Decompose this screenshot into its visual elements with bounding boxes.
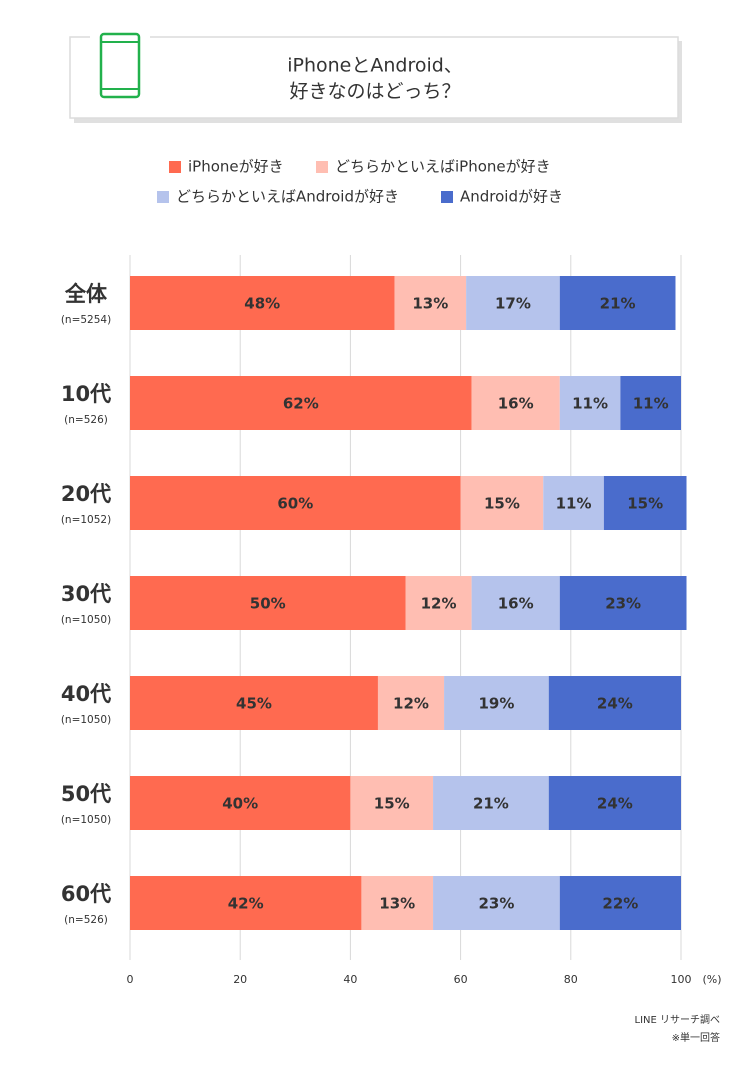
category-note: (n=1052) bbox=[61, 514, 111, 526]
bar-segment bbox=[603, 476, 687, 530]
category-label: 全体 bbox=[64, 282, 108, 306]
value-label: 48% bbox=[244, 295, 280, 313]
legend-swatch bbox=[316, 161, 328, 173]
legend-swatch bbox=[441, 191, 453, 203]
bar-segment bbox=[444, 676, 549, 730]
value-label: 42% bbox=[228, 895, 264, 913]
category-label: 50代 bbox=[61, 782, 111, 806]
value-label: 12% bbox=[421, 595, 457, 613]
bar-segment bbox=[471, 376, 560, 430]
bar-segment bbox=[130, 776, 351, 830]
category-label: 60代 bbox=[61, 882, 111, 906]
value-label: 11% bbox=[572, 395, 608, 413]
bar-segment bbox=[130, 276, 395, 330]
value-label: 16% bbox=[498, 395, 534, 413]
bar-segment bbox=[350, 776, 434, 830]
bar-segment bbox=[361, 876, 434, 930]
category-note: (n=1050) bbox=[61, 814, 111, 826]
bar-segment bbox=[559, 276, 676, 330]
bar-segment bbox=[377, 676, 445, 730]
source: LINE リサーチ調べ bbox=[635, 1013, 721, 1026]
value-label: 45% bbox=[236, 695, 272, 713]
value-label: 50% bbox=[250, 595, 286, 613]
category-note: (n=526) bbox=[64, 414, 108, 426]
chart-title: iPhoneとAndroid、 bbox=[287, 55, 463, 77]
value-label: 12% bbox=[393, 695, 429, 713]
chart-title: 好きなのはどっち？ bbox=[289, 81, 460, 103]
category-note: (n=1050) bbox=[61, 714, 111, 726]
value-label: 19% bbox=[478, 695, 514, 713]
legend-swatch bbox=[157, 191, 169, 203]
bar-segment bbox=[548, 676, 681, 730]
value-label: 62% bbox=[283, 395, 319, 413]
x-tick-label: 100 bbox=[671, 973, 692, 986]
value-label: 21% bbox=[473, 795, 509, 813]
value-label: 23% bbox=[605, 595, 641, 613]
value-label: 24% bbox=[597, 795, 633, 813]
value-label: 11% bbox=[633, 395, 669, 413]
bar-segment bbox=[460, 476, 544, 530]
bar-segment bbox=[620, 376, 681, 430]
x-tick-label: 80 bbox=[564, 973, 578, 986]
bar-segment bbox=[130, 676, 378, 730]
bar-segment bbox=[433, 876, 560, 930]
value-label: 15% bbox=[627, 495, 663, 513]
bar-segment bbox=[559, 876, 681, 930]
legend-label: どちらかといえばAndroidが好き bbox=[176, 188, 399, 206]
bar-segment bbox=[130, 476, 461, 530]
legend-label: Androidが好き bbox=[460, 188, 563, 206]
bar-segment bbox=[130, 376, 472, 430]
value-label: 22% bbox=[602, 895, 638, 913]
x-tick-label: 0 bbox=[127, 973, 134, 986]
value-label: 24% bbox=[597, 695, 633, 713]
bar-segment bbox=[405, 576, 472, 630]
bar-segment bbox=[433, 776, 549, 830]
x-tick-label: 40 bbox=[343, 973, 357, 986]
legend-label: どちらかといえばiPhoneが好き bbox=[335, 158, 551, 176]
category-label: 30代 bbox=[61, 582, 111, 606]
x-tick-label: 20 bbox=[233, 973, 247, 986]
value-label: 15% bbox=[374, 795, 410, 813]
value-label: 13% bbox=[379, 895, 415, 913]
value-label: 16% bbox=[498, 595, 534, 613]
category-note: (n=526) bbox=[64, 914, 108, 926]
bar-segment bbox=[466, 276, 560, 330]
value-label: 40% bbox=[222, 795, 258, 813]
category-label: 20代 bbox=[61, 482, 111, 506]
category-label: 10代 bbox=[61, 382, 111, 406]
header-box bbox=[69, 36, 679, 119]
bar-segment bbox=[130, 876, 362, 930]
value-label: 11% bbox=[556, 495, 592, 513]
value-label: 23% bbox=[478, 895, 514, 913]
value-label: 13% bbox=[412, 295, 448, 313]
category-note: (n=5254) bbox=[61, 314, 111, 326]
category-label: 40代 bbox=[61, 682, 111, 706]
value-label: 60% bbox=[277, 495, 313, 513]
bar-segment bbox=[559, 576, 687, 630]
note: ※単一回答 bbox=[672, 1031, 720, 1044]
legend-swatch bbox=[169, 161, 181, 173]
bar-segment bbox=[543, 476, 604, 530]
phone-icon bbox=[99, 32, 141, 99]
bar-segment bbox=[471, 576, 560, 630]
x-tick-label: 60 bbox=[454, 973, 468, 986]
value-label: 15% bbox=[484, 495, 520, 513]
legend-label: iPhoneが好き bbox=[188, 158, 284, 176]
bar-segment bbox=[559, 376, 621, 430]
bar-segment bbox=[130, 576, 406, 630]
category-note: (n=1050) bbox=[61, 614, 111, 626]
value-label: 17% bbox=[495, 295, 531, 313]
x-unit: (%) bbox=[702, 973, 721, 986]
value-label: 21% bbox=[600, 295, 636, 313]
bar-segment bbox=[394, 276, 467, 330]
bar-segment bbox=[548, 776, 681, 830]
